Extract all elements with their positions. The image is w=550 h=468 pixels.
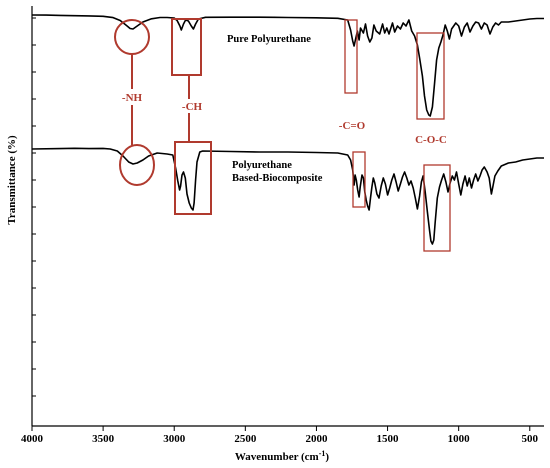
ch-box-top (171, 18, 202, 76)
series-label-pure: Pure Polyurethane (227, 34, 311, 45)
x-tick-label: 1500 (377, 433, 400, 445)
coc-box-top (416, 32, 445, 120)
x-tick-label: 2500 (234, 433, 257, 445)
nh-circle-top (114, 19, 150, 55)
series-line-biocomposite (31, 147, 544, 245)
co-box-top (344, 19, 358, 94)
bio-label-line1: Polyurethane (232, 160, 292, 171)
x-tick-label: 3500 (92, 433, 115, 445)
x-tick-label: 3000 (163, 433, 186, 445)
ch-box-bottom (174, 141, 212, 215)
x-axis-title-end: ) (325, 451, 329, 463)
x-axis-title-sup: -1 (319, 449, 326, 458)
coc-box-bottom (423, 164, 451, 252)
co-label: -C=O (339, 120, 366, 132)
nh-label: -NH (122, 92, 143, 104)
series-line-pure-polyurethane (31, 14, 544, 117)
co-box-bottom (352, 151, 366, 208)
bio-label-line2: Based-Biocomposite (232, 173, 323, 184)
x-tick-label: 500 (522, 433, 539, 445)
ch-label: -CH (182, 101, 203, 113)
x-tick-label: 2000 (305, 433, 328, 445)
series-label-biocomposite: Polyurethane Based-Biocomposite (232, 160, 323, 184)
x-tick-label: 4000 (21, 433, 44, 445)
plot-area: 4000 3500 3000 2500 2000 1500 1000 500 (21, 6, 544, 445)
x-tick-label: 1000 (448, 433, 471, 445)
coc-label: C-O-C (415, 134, 447, 146)
x-axis-title-main: Wavenumber (cm (235, 451, 319, 463)
y-axis-ticks (32, 17, 36, 397)
x-axis-title: Wavenumber (cm-1) (235, 449, 330, 463)
series-group (31, 14, 544, 245)
y-axis-title: Transmittance (%) (6, 135, 18, 225)
annotations: -NH -CH -C=O C-O-C (114, 18, 451, 252)
nh-circle-bottom (119, 144, 155, 186)
x-axis-ticks: 4000 3500 3000 2500 2000 1500 1000 500 (21, 426, 539, 445)
